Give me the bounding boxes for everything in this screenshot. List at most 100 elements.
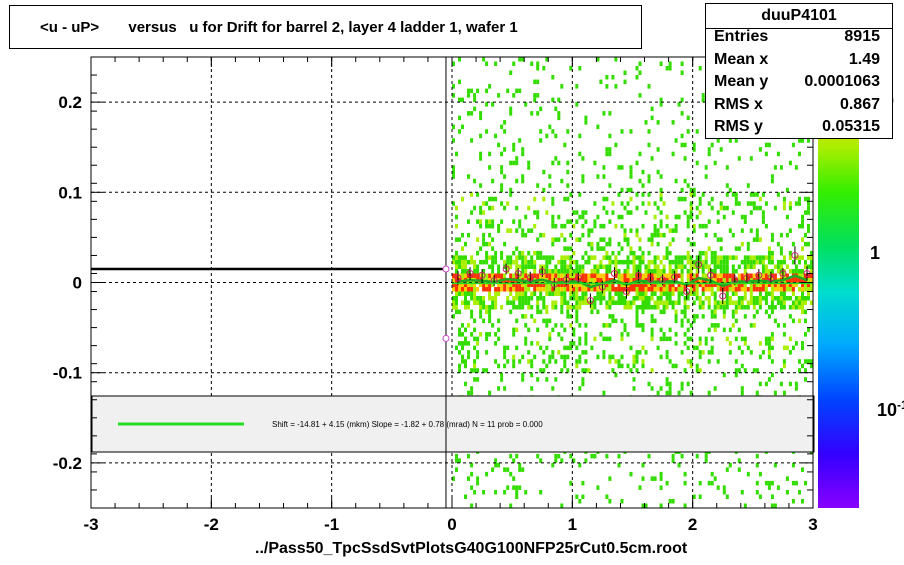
heatmap-cell xyxy=(461,354,465,360)
heatmap-cell xyxy=(692,241,696,247)
heatmap-cell xyxy=(635,350,639,355)
heatmap-cell xyxy=(533,196,537,202)
heatmap-cell xyxy=(743,255,747,260)
heatmap-cell xyxy=(716,259,720,265)
heatmap-cell xyxy=(623,300,627,306)
heatmap-cell xyxy=(533,97,537,103)
heatmap-cell xyxy=(635,75,639,80)
heatmap-cell xyxy=(524,314,528,319)
heatmap-cell xyxy=(620,278,624,283)
heatmap-cell xyxy=(734,372,738,378)
profile-point xyxy=(791,251,799,259)
heatmap-cell xyxy=(671,287,675,292)
heatmap-cell xyxy=(734,305,738,310)
heatmap-cell xyxy=(485,129,489,134)
heatmap-cell xyxy=(770,372,774,378)
heatmap-cell xyxy=(692,494,696,500)
heatmap-cell xyxy=(791,241,795,247)
heatmap-cell xyxy=(671,273,675,279)
heatmap-cell xyxy=(764,223,768,229)
heatmap-cell xyxy=(722,372,726,378)
heatmap-cell xyxy=(581,480,585,486)
heatmap-cell xyxy=(545,273,549,279)
heatmap-cell xyxy=(488,287,492,292)
heatmap-cell xyxy=(767,259,771,265)
heatmap-cell xyxy=(506,296,510,301)
heatmap-cell xyxy=(494,61,498,67)
heatmap-cell xyxy=(467,232,471,238)
heatmap-cell xyxy=(740,214,744,220)
heatmap-cell xyxy=(491,246,495,251)
heatmap-cell xyxy=(452,282,456,288)
heatmap-cell xyxy=(566,345,570,351)
heatmap-cell xyxy=(605,305,609,310)
heatmap-cell xyxy=(515,291,519,297)
heatmap-cell xyxy=(614,300,618,306)
heatmap-cell xyxy=(566,368,570,373)
heatmap-cell xyxy=(620,214,624,220)
heatmap-cell xyxy=(647,282,651,288)
heatmap-cell xyxy=(707,296,711,301)
heatmap-cell xyxy=(713,255,717,260)
heatmap-cell xyxy=(707,350,711,355)
heatmap-cell xyxy=(641,273,645,279)
heatmap-cell xyxy=(686,183,690,188)
heatmap-cell xyxy=(767,341,771,346)
heatmap-cell xyxy=(593,336,597,342)
heatmap-cell xyxy=(641,345,645,351)
heatmap-cell xyxy=(710,291,714,297)
heatmap-cell xyxy=(620,223,624,229)
heatmap-cell xyxy=(566,354,570,360)
heatmap-cell xyxy=(467,341,471,346)
heatmap-cell xyxy=(602,350,606,355)
heatmap-cell xyxy=(719,259,723,265)
heatmap-cell xyxy=(509,255,513,260)
heatmap-cell xyxy=(623,278,627,283)
heatmap-cell xyxy=(584,332,588,337)
profile-point xyxy=(550,280,558,288)
heatmap-cell xyxy=(464,255,468,260)
heatmap-cell xyxy=(722,485,726,490)
heatmap-cell xyxy=(494,273,498,279)
heatmap-cell xyxy=(686,305,690,310)
heatmap-cell xyxy=(767,350,771,355)
heatmap-cell xyxy=(716,300,720,306)
heatmap-cell xyxy=(798,273,802,279)
heatmap-cell xyxy=(629,165,633,170)
heatmap-cell xyxy=(692,282,696,288)
heatmap-cell xyxy=(566,309,570,315)
heatmap-cell xyxy=(785,278,789,283)
heatmap-cell xyxy=(464,273,468,279)
heatmap-cell xyxy=(569,278,573,283)
heatmap-cell xyxy=(656,287,660,292)
heatmap-cell xyxy=(533,287,537,292)
heatmap-cell xyxy=(569,219,573,224)
heatmap-cell xyxy=(563,327,567,333)
heatmap-cell xyxy=(467,354,471,360)
heatmap-cell xyxy=(674,287,678,292)
heatmap-cell xyxy=(701,264,705,270)
heatmap-cell xyxy=(527,259,531,265)
heatmap-cell xyxy=(452,174,456,179)
heatmap-cell xyxy=(704,250,708,256)
heatmap-cell xyxy=(575,102,579,107)
heatmap-cell xyxy=(578,282,582,288)
heatmap-cell xyxy=(461,300,465,306)
heatmap-cell xyxy=(491,282,495,288)
heatmap-cell xyxy=(785,490,789,495)
heatmap-cell xyxy=(575,318,579,324)
heatmap-cell xyxy=(776,241,780,247)
heatmap-cell xyxy=(581,174,585,179)
heatmap-cell xyxy=(719,246,723,251)
heatmap-cell xyxy=(629,259,633,265)
heatmap-cell xyxy=(764,287,768,292)
heatmap-cell xyxy=(716,219,720,224)
heatmap-cell xyxy=(584,350,588,355)
heatmap-cell xyxy=(764,300,768,306)
heatmap-cell xyxy=(713,232,717,238)
heatmap-cell xyxy=(635,273,639,279)
heatmap-cell xyxy=(804,377,808,382)
heatmap-cell xyxy=(776,300,780,306)
heatmap-cell xyxy=(635,296,639,301)
heatmap-cell xyxy=(479,210,483,215)
